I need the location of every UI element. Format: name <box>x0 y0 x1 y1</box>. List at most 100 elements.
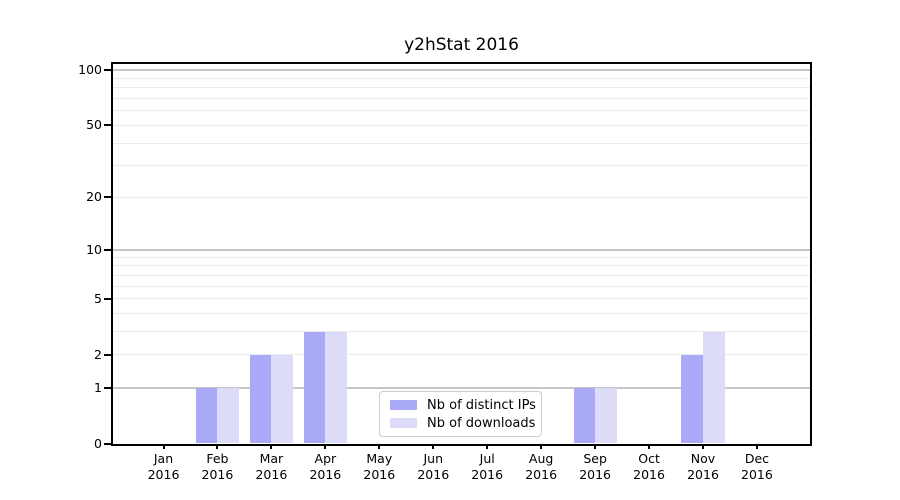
major-gridline <box>113 248 810 251</box>
major-gridline <box>113 386 810 389</box>
legend-label-distinct-ips: Nb of distinct IPs <box>427 397 536 413</box>
y-axis-tick <box>104 69 112 71</box>
bar-downloads <box>217 387 240 443</box>
x-axis-tick-label: Feb 2016 <box>185 451 249 483</box>
y-axis-tick-label: 1 <box>94 379 102 395</box>
minor-gridline <box>113 331 810 333</box>
x-axis-tick-label: Nov 2016 <box>671 451 735 483</box>
legend-item-distinct-ips: Nb of distinct IPs <box>390 399 541 412</box>
month-label: Jan <box>153 451 174 466</box>
bar-distinct-ips <box>681 354 703 443</box>
x-axis-tick <box>755 444 758 449</box>
x-axis-tick-label: Aug 2016 <box>509 451 573 483</box>
x-axis-tick <box>378 444 381 449</box>
minor-gridline <box>113 285 810 287</box>
x-axis-tick-label: May 2016 <box>347 451 411 483</box>
minor-gridline <box>113 298 810 300</box>
bar-downloads <box>703 331 725 443</box>
bar-downloads <box>325 331 347 443</box>
x-axis-tick-label: Oct 2016 <box>617 451 681 483</box>
x-axis-tick-label: Apr 2016 <box>293 451 357 483</box>
x-axis-tick-label: Jan 2016 <box>132 451 196 483</box>
month-label: May <box>366 451 393 466</box>
bar-distinct-ips <box>573 387 596 443</box>
minor-gridline <box>113 196 810 198</box>
bar-distinct-ips <box>249 354 272 443</box>
x-axis-tick-label: Jun 2016 <box>401 451 465 483</box>
x-axis-tick <box>324 444 327 449</box>
month-label: Aug <box>528 451 554 466</box>
x-axis-tick <box>648 444 651 449</box>
major-gridline <box>113 69 810 71</box>
month-label: Mar <box>259 451 284 466</box>
y-axis-tick <box>104 124 112 127</box>
year-label: 2016 <box>687 467 719 482</box>
minor-gridline <box>113 354 810 356</box>
year-label: 2016 <box>309 467 342 482</box>
y-axis-tick-label: 10 <box>86 241 102 257</box>
y-axis-tick-label: 0 <box>94 436 102 451</box>
x-axis-tick <box>162 444 165 449</box>
minor-gridline <box>113 165 810 167</box>
x-axis-tick <box>594 444 597 449</box>
minor-gridline <box>113 87 810 89</box>
y-axis-tick <box>104 353 112 356</box>
plot-area <box>111 62 812 446</box>
bar-downloads <box>595 387 617 443</box>
y-axis-tick <box>104 196 112 199</box>
month-label: Dec <box>744 451 770 466</box>
month-label: Nov <box>690 451 716 466</box>
bar-downloads <box>271 354 293 443</box>
y-axis-tick <box>104 297 112 300</box>
bar-distinct-ips <box>195 387 218 443</box>
chart-title: y2hStat 2016 <box>404 35 519 55</box>
minor-gridline <box>113 142 810 144</box>
y-axis-tick-label: 20 <box>86 189 102 205</box>
year-label: 2016 <box>471 467 504 482</box>
year-label: 2016 <box>147 467 180 482</box>
minor-gridline <box>113 256 810 258</box>
x-axis-tick-label: Mar 2016 <box>239 451 303 483</box>
y-axis-tick <box>104 248 112 251</box>
x-axis-tick <box>702 444 704 449</box>
y-axis-tick-label: 100 <box>78 62 102 77</box>
y-axis-tick-label: 5 <box>94 290 102 306</box>
legend: Nb of distinct IPs Nb of downloads <box>379 391 542 437</box>
y-axis-tick <box>104 443 112 445</box>
minor-gridline <box>113 274 810 276</box>
legend-swatch-downloads <box>390 418 417 428</box>
legend-label-downloads: Nb of downloads <box>427 415 536 431</box>
year-label: 2016 <box>525 467 558 482</box>
month-label: Jul <box>479 451 495 466</box>
legend-item-downloads: Nb of downloads <box>390 417 541 430</box>
x-axis-tick-label: Sep 2016 <box>563 451 627 483</box>
minor-gridline <box>113 110 810 112</box>
month-label: Oct <box>638 451 660 466</box>
x-axis-tick <box>216 444 219 449</box>
year-label: 2016 <box>741 467 773 482</box>
x-axis-tick <box>486 444 489 449</box>
month-label: Jun <box>423 451 444 466</box>
minor-gridline <box>113 98 810 100</box>
year-label: 2016 <box>633 467 665 482</box>
bar-distinct-ips <box>303 331 326 443</box>
minor-gridline <box>113 265 810 267</box>
y-axis-tick-label: 2 <box>94 346 102 362</box>
month-label: Sep <box>583 451 607 466</box>
y-axis-tick <box>104 386 112 389</box>
month-label: Apr <box>314 451 337 466</box>
x-axis-tick <box>540 444 543 449</box>
minor-gridline <box>113 124 810 126</box>
month-label: Feb <box>206 451 229 466</box>
x-axis-tick-label: Jul 2016 <box>455 451 519 483</box>
year-label: 2016 <box>363 467 396 482</box>
year-label: 2016 <box>417 467 450 482</box>
year-label: 2016 <box>579 467 611 482</box>
y-axis-tick-label: 50 <box>86 117 102 133</box>
year-label: 2016 <box>201 467 234 482</box>
x-axis-tick <box>270 444 273 449</box>
x-axis-tick <box>432 444 435 449</box>
year-label: 2016 <box>255 467 288 482</box>
legend-swatch-distinct-ips <box>390 400 417 410</box>
